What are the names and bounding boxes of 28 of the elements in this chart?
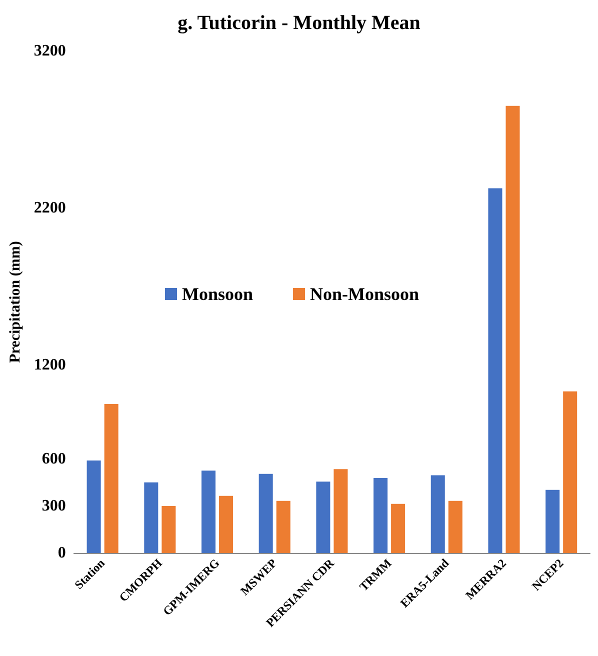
- bar: [219, 496, 234, 553]
- chart-title: g. Tuticorin - Monthly Mean: [178, 12, 420, 34]
- y-tick-label: 300: [42, 497, 66, 514]
- bar: [162, 506, 176, 553]
- bar: [334, 469, 348, 553]
- bar: [448, 500, 462, 553]
- bar: [86, 460, 101, 553]
- bar: [276, 500, 290, 553]
- y-tick-label: 3200: [34, 42, 66, 60]
- bar: [563, 391, 578, 553]
- y-tick-label: 0: [58, 544, 66, 562]
- bar: [546, 490, 560, 553]
- bar: [488, 188, 502, 553]
- y-tick-label: 1200: [34, 356, 66, 374]
- bar: [391, 504, 406, 553]
- y-tick-label: 2200: [34, 199, 66, 216]
- bar: [104, 404, 118, 553]
- bar: [258, 474, 273, 553]
- bar: [506, 106, 520, 553]
- bar: [316, 482, 330, 553]
- legend-label: Monsoon: [182, 284, 254, 304]
- bar: [430, 475, 445, 553]
- legend-label: Non-Monsoon: [310, 284, 420, 304]
- y-axis-title: Precipitation (mm): [8, 241, 24, 363]
- y-tick-label: 600: [42, 450, 66, 468]
- bar: [144, 482, 158, 553]
- bar: [374, 478, 388, 553]
- bar: [201, 470, 216, 553]
